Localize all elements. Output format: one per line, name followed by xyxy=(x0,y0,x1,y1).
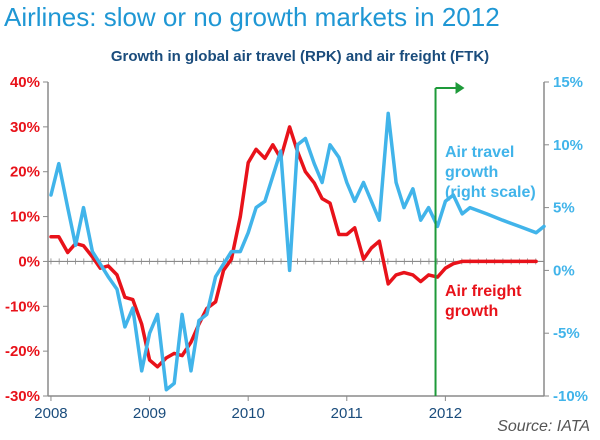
plot-area: 40% 30% 20% 10% 0% -10% -20% -30% 15% 10% 5% 0% -5% -… xyxy=(5,74,588,422)
left-tick-label: 30% xyxy=(10,119,40,136)
left-tick-label: -10% xyxy=(5,298,40,315)
x-tick-label: 2010 xyxy=(231,405,264,422)
left-tick-label: -30% xyxy=(5,388,40,405)
right-tick-label: -5% xyxy=(553,325,580,342)
air-travel-label: Air travel xyxy=(445,144,514,161)
left-tick-label: 40% xyxy=(10,74,40,91)
right-tick-label: -10% xyxy=(553,388,588,405)
right-tick-label: 5% xyxy=(553,200,575,217)
left-tick-label: 0% xyxy=(18,253,40,270)
x-tick-label: 2008 xyxy=(34,405,67,422)
right-tick-label: 0% xyxy=(553,262,575,279)
x-tick-label: 2012 xyxy=(429,405,462,422)
x-tick-label: 2009 xyxy=(133,405,166,422)
left-tick-label: 20% xyxy=(10,164,40,181)
left-tick-label: -20% xyxy=(5,343,40,360)
air-freight-line xyxy=(49,125,538,369)
air-freight-label: growth xyxy=(445,303,498,320)
right-tick-label: 15% xyxy=(553,74,583,91)
right-tick-label: 10% xyxy=(553,137,583,154)
source-note: Source: IATA xyxy=(497,418,590,435)
chart-title: Airlines: slow or no growth markets in 2… xyxy=(4,2,500,32)
x-tick-label: 2011 xyxy=(331,405,363,422)
left-tick-label: 10% xyxy=(10,209,40,226)
forecast-arrow-head xyxy=(455,82,465,94)
air-travel-label: growth xyxy=(445,164,498,181)
chart-subtitle: Growth in global air travel (RPK) and ai… xyxy=(110,48,490,65)
air-freight-label: Air freight xyxy=(445,283,522,300)
air-travel-label: (right scale) xyxy=(445,184,536,201)
